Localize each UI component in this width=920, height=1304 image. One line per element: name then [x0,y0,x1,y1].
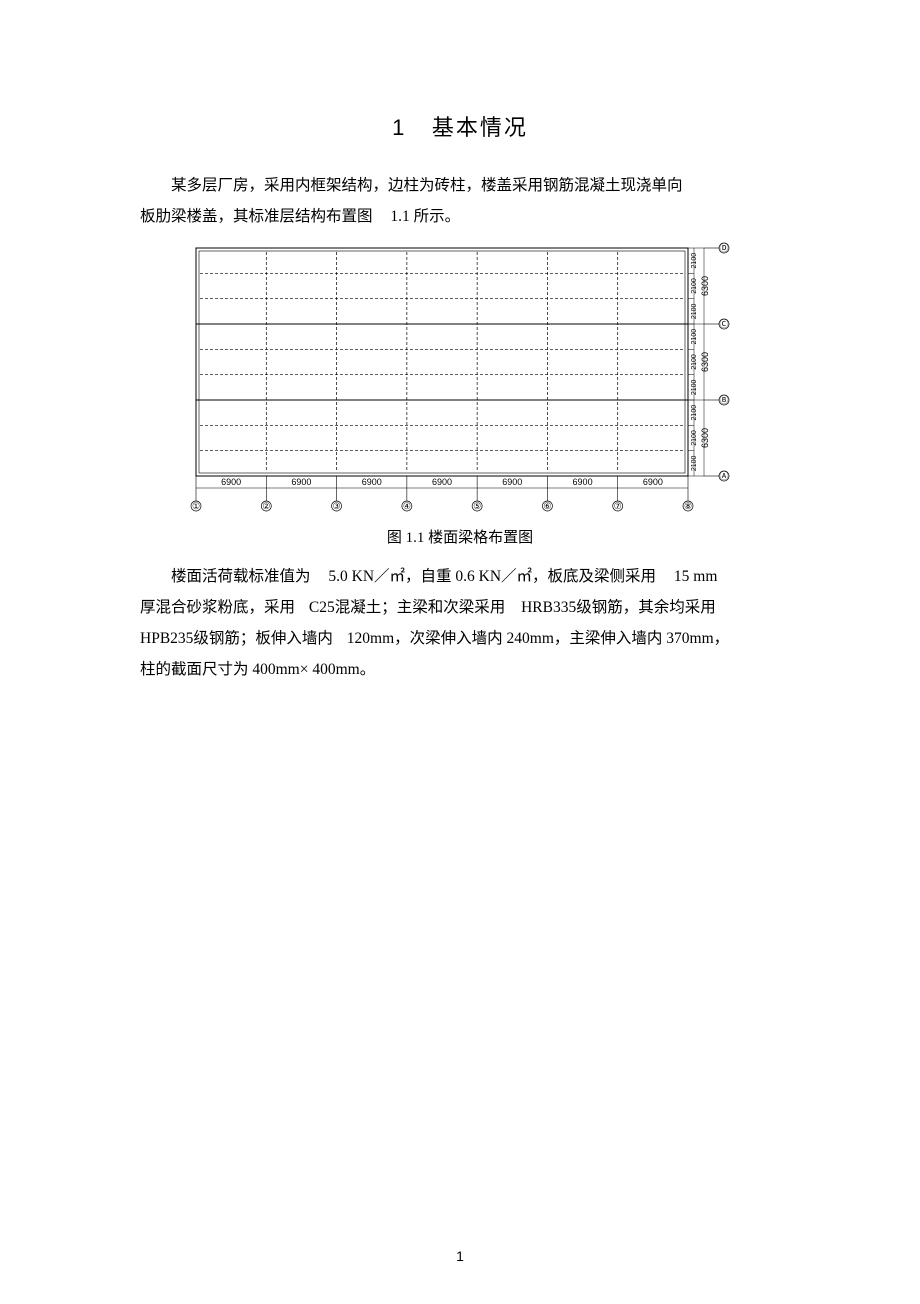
svg-text:6300: 6300 [700,276,710,296]
svg-text:6900: 6900 [362,477,382,487]
paragraph-1-line2b: 1.1 所示。 [390,208,460,225]
p2l1c: 15 mm [674,568,718,585]
svg-text:⑤: ⑤ [473,501,481,511]
paragraph-2-line1: 楼面活荷载标准值为 5.0 KN／㎡，自重 0.6 KN／㎡，板底及梁侧采用 1… [140,561,780,592]
heading-title: 基本情况 [432,115,528,140]
page: 1 基本情况 某多层厂房，采用内框架结构，边柱为砖柱，楼盖采用钢筋混凝土现浇单向… [0,0,920,1304]
svg-text:⑧: ⑧ [684,501,692,511]
svg-text:③: ③ [333,501,341,511]
figure-caption: 图 1.1 楼面梁格布置图 [140,526,780,547]
svg-text:6900: 6900 [502,477,522,487]
svg-text:⑦: ⑦ [614,501,622,511]
paragraph-2-line3: HPB235级钢筋；板伸入墙内 120mm，次梁伸入墙内 240mm，主梁伸入墙… [140,623,780,654]
svg-text:2100: 2100 [691,379,698,395]
svg-text:2100: 2100 [691,253,698,269]
svg-text:Ⓓ: Ⓓ [719,243,728,253]
svg-text:6300: 6300 [700,428,710,448]
svg-text:2100: 2100 [691,455,698,471]
svg-text:④: ④ [403,501,411,511]
paragraph-1-line1: 某多层厂房，采用内框架结构，边柱为砖柱，楼盖采用钢筋混凝土现浇单向 [171,177,683,194]
figure-1-1: 6900 6900 6900 6900 6900 6900 6900 ① ② ③ ④ ⑤ ⑥ ⑦ ⑧ 2100… [140,238,780,518]
p2l4: 柱的截面尺寸为 400mm× 400mm。 [140,661,375,678]
svg-text:2100: 2100 [691,405,698,421]
p2l1b: 5.0 KN／㎡，自重 0.6 KN／㎡，板底及梁侧采用 [328,568,656,585]
p2l2b: C25混凝土；主梁和次梁采用 [309,599,505,616]
p2l2c: HRB335级钢筋，其余均采用 [521,599,716,616]
svg-text:2100: 2100 [691,329,698,345]
paragraph-1-line2a: 板肋梁楼盖，其标准层结构布置图 [140,208,373,225]
svg-text:2100: 2100 [691,354,698,370]
svg-text:Ⓒ: Ⓒ [719,319,728,329]
svg-text:2100: 2100 [691,278,698,294]
svg-text:6900: 6900 [291,477,311,487]
page-number: 1 [0,1248,920,1264]
svg-text:Ⓐ: Ⓐ [719,471,728,481]
svg-text:6900: 6900 [573,477,593,487]
section-heading: 1 基本情况 [140,110,780,142]
p2l2a: 厚混合砂浆粉底，采用 [140,599,295,616]
floor-plan-svg: 6900 6900 6900 6900 6900 6900 6900 ① ② ③ ④ ⑤ ⑥ ⑦ ⑧ 2100… [180,238,740,518]
svg-text:2100: 2100 [691,303,698,319]
svg-text:Ⓑ: Ⓑ [719,395,728,405]
paragraph-1: 某多层厂房，采用内框架结构，边柱为砖柱，楼盖采用钢筋混凝土现浇单向 [140,170,780,201]
paragraph-2-line4: 柱的截面尺寸为 400mm× 400mm。 [140,654,780,685]
p2l1a: 楼面活荷载标准值为 [171,568,311,585]
svg-text:6900: 6900 [221,477,241,487]
svg-text:①: ① [192,501,200,511]
svg-text:2100: 2100 [691,430,698,446]
heading-number: 1 [392,115,406,140]
svg-text:6300: 6300 [700,352,710,372]
svg-text:⑥: ⑥ [543,501,551,511]
svg-text:6900: 6900 [432,477,452,487]
svg-text:6900: 6900 [643,477,663,487]
paragraph-1b: 板肋梁楼盖，其标准层结构布置图 1.1 所示。 [140,201,780,232]
p2l3b: 120mm，次梁伸入墙内 240mm，主梁伸入墙内 370mm， [347,630,729,647]
paragraph-2-line2: 厚混合砂浆粉底，采用 C25混凝土；主梁和次梁采用 HRB335级钢筋，其余均采… [140,592,780,623]
p2l3a: HPB235级钢筋；板伸入墙内 [140,630,333,647]
svg-text:②: ② [262,501,270,511]
